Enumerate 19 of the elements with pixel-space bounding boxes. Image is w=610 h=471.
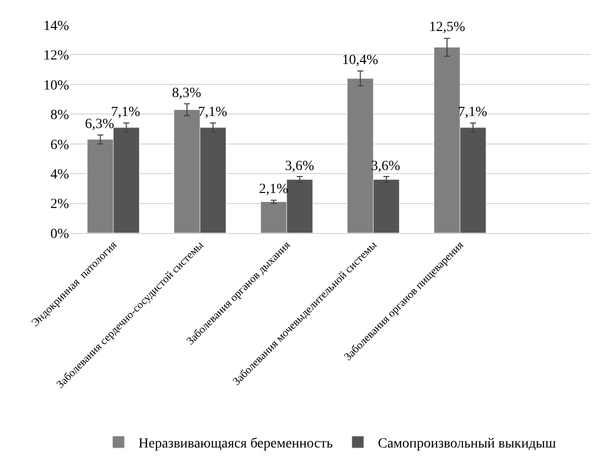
data-label: 3,6% bbox=[285, 159, 314, 174]
data-label: 6,3% bbox=[85, 117, 114, 132]
legend-label: Неразвивающаяся беременность bbox=[138, 436, 333, 452]
y-tick-label: 6% bbox=[50, 138, 70, 153]
data-label: 3,6% bbox=[371, 159, 400, 174]
data-label: 8,3% bbox=[172, 86, 202, 101]
y-tick-label: 12% bbox=[43, 48, 70, 64]
y-tick-label: 14% bbox=[43, 18, 70, 34]
data-label: 12,5% bbox=[429, 20, 466, 35]
data-label: 7,1% bbox=[111, 105, 140, 120]
y-tick-label: 10% bbox=[43, 78, 70, 94]
y-tick-label: 0% bbox=[50, 226, 70, 242]
data-label: 10,4% bbox=[342, 53, 378, 68]
y-tick-label: 4% bbox=[50, 167, 70, 182]
y-tick-label: 2% bbox=[50, 197, 70, 212]
y-tick-label: 8% bbox=[50, 108, 70, 124]
legend-label: Самопроизвольный выкидыш bbox=[378, 436, 556, 452]
data-label: 7,1% bbox=[458, 105, 488, 120]
data-label: 7,1% bbox=[198, 105, 228, 120]
